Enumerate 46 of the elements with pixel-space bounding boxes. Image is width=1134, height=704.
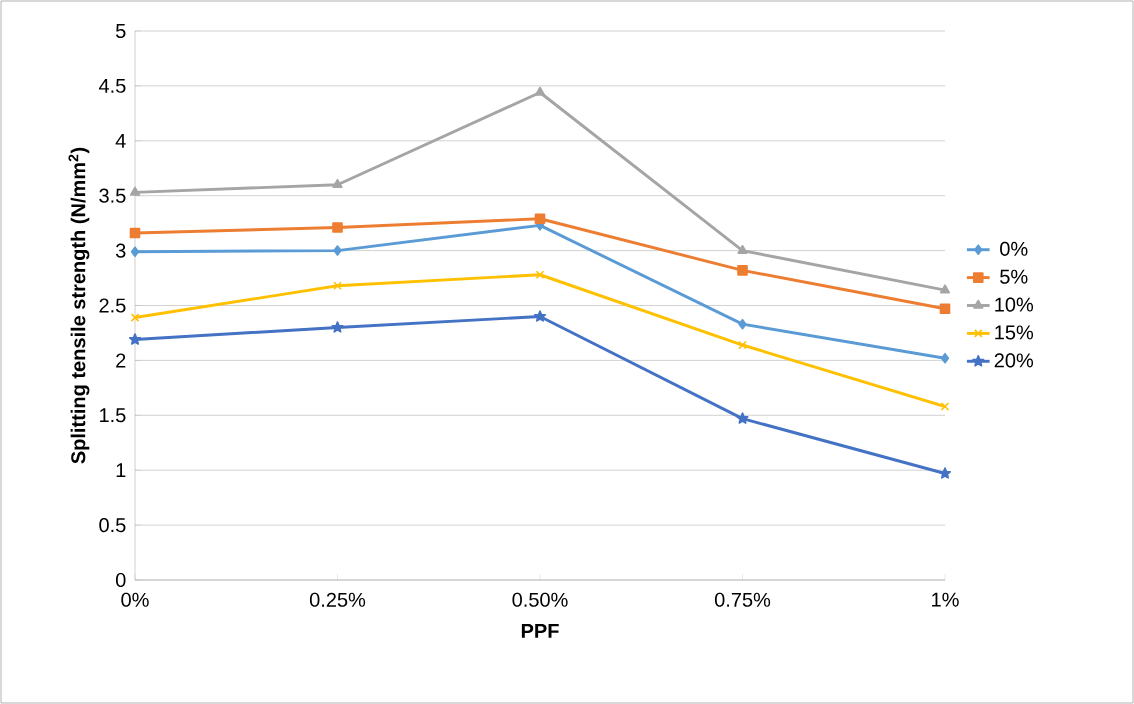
x-tick-label: 0.75% [714,592,771,607]
legend-label: 5% [1000,269,1028,284]
point [129,227,141,239]
x-tick-label: 0.50% [512,592,568,607]
point [938,467,952,479]
y-tick-label: 1.5 [100,408,126,423]
point [333,281,342,291]
point [939,303,951,315]
y-axis-title: Splitting tensile strength (N/mm$^{2}$) [68,147,90,464]
legend-label: 0% [1000,241,1028,256]
y-tick-label: 0.5 [99,518,126,533]
point [738,318,747,330]
point [332,178,343,189]
point [737,244,748,254]
point [129,186,141,196]
point [535,270,545,280]
point [736,412,749,424]
y-tick-label: 2 [116,353,126,368]
point [333,245,342,256]
point [533,310,547,322]
y-tick-label: 0 [115,572,126,588]
legend-label: 20% [994,353,1034,368]
x-tick-label: 1% [932,592,959,607]
point [939,284,951,294]
point [331,321,344,333]
point [738,340,747,350]
y-tick-label: 5 [115,24,126,38]
x-tick-label: 0% [121,592,149,607]
point [332,222,343,233]
x-tick-label: 0.25% [309,592,366,607]
point [130,246,140,257]
y-tick-label: 4.5 [98,78,126,93]
point [940,352,950,364]
point [128,333,142,345]
point [737,265,748,276]
y-tick-label: 3 [115,243,126,258]
y-tick-label: 2.5 [99,298,126,313]
y-tick-label: 4 [115,133,126,148]
point [130,313,140,322]
x-axis-title: PPF [521,623,559,638]
legend-label: 10% [995,297,1034,312]
point [534,213,546,225]
point [940,402,950,411]
legend-label: 15% [995,325,1034,340]
y-tick-label: 3.5 [99,188,126,203]
y-tick-label: 1 [116,463,126,478]
